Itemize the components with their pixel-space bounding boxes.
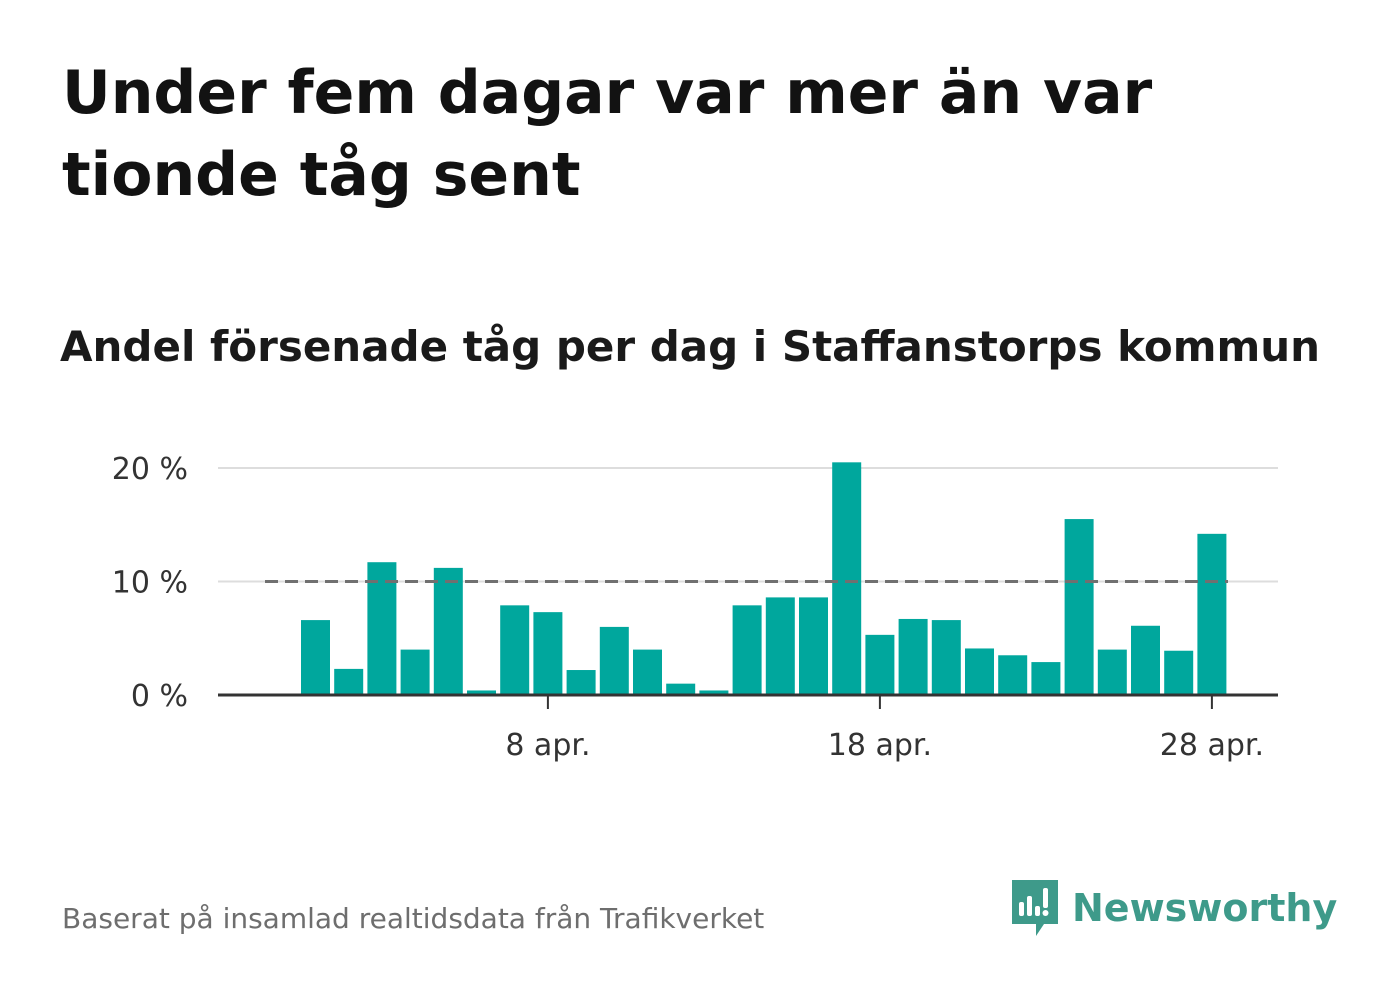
bar <box>765 597 795 695</box>
bar <box>1197 533 1227 695</box>
newsworthy-logo-icon <box>1012 880 1058 936</box>
bar <box>633 649 662 695</box>
bar <box>1097 649 1127 695</box>
bar-chart: 0 % 10 % 20 % 8 apr. 18 apr. 28 apr. <box>112 452 1278 763</box>
bar <box>666 683 696 695</box>
bar <box>367 562 397 695</box>
bar <box>931 620 961 695</box>
bar <box>500 605 530 695</box>
bar <box>533 612 563 695</box>
y-tick-label: 0 % <box>131 679 188 714</box>
source-note: Baserat på insamlad realtidsdata från Tr… <box>62 902 765 935</box>
bar <box>334 668 364 695</box>
bar <box>865 634 895 695</box>
brand-name: Newsworthy <box>1072 886 1338 930</box>
bar <box>599 626 629 695</box>
headline: Under fem dagar var mer än var tionde tå… <box>62 58 1153 210</box>
bar <box>699 690 729 695</box>
bar <box>301 620 330 695</box>
brand-logo: Newsworthy <box>1010 878 1337 938</box>
bar <box>467 690 496 695</box>
bar <box>732 605 762 695</box>
bar <box>965 648 994 695</box>
x-axis-tick-labels: 8 apr. 18 apr. 28 apr. <box>505 728 1264 763</box>
bar <box>799 597 828 695</box>
x-axis <box>218 693 1278 709</box>
bars <box>301 462 1227 695</box>
x-tick-label: 18 apr. <box>828 728 932 763</box>
bar <box>832 462 862 695</box>
bar <box>898 618 928 695</box>
bar <box>1031 662 1061 695</box>
chart-subtitle: Andel försenade tåg per dag i Staffansto… <box>60 322 1321 371</box>
bar <box>400 649 430 695</box>
bar <box>1131 625 1160 695</box>
bar <box>566 670 596 695</box>
y-tick-label: 10 % <box>112 566 188 601</box>
x-tick-label: 8 apr. <box>505 728 590 763</box>
x-tick-label: 28 apr. <box>1160 728 1264 763</box>
y-tick-label: 20 % <box>112 452 188 487</box>
y-axis-tick-labels: 0 % 10 % 20 % <box>112 452 188 714</box>
bar <box>1164 650 1194 695</box>
bar <box>1064 519 1094 695</box>
bar <box>998 655 1028 695</box>
bar <box>433 567 463 695</box>
